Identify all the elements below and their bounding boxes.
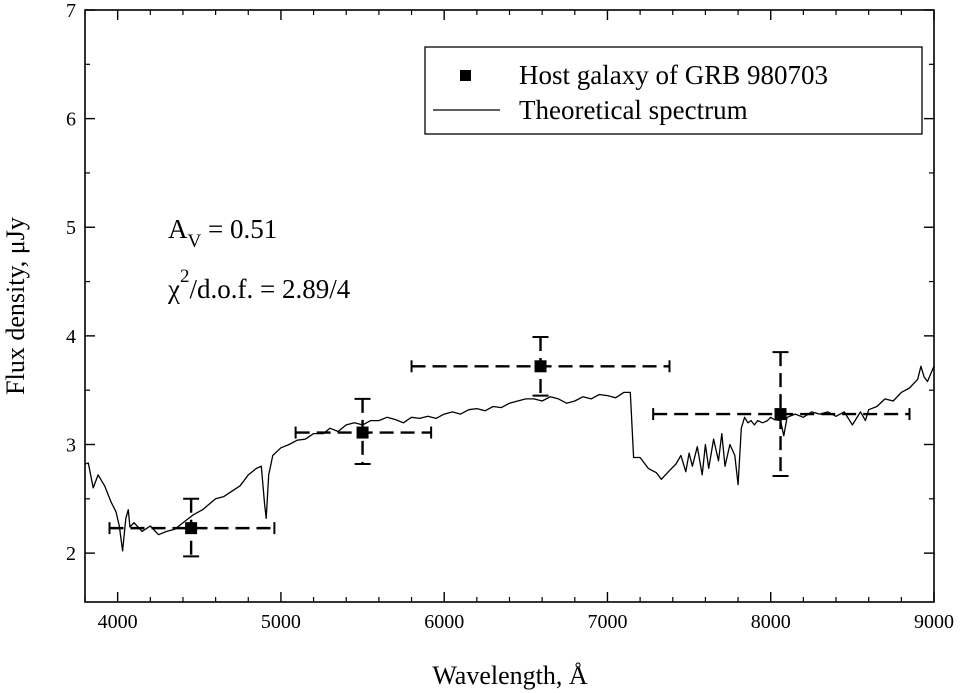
chi-square-annotation: χ2/d.o.f. = 2.89/4 [167,266,351,304]
x-tick-label: 7000 [587,611,627,633]
data-point [534,360,547,373]
plot-frame [84,9,935,603]
data-point [774,408,787,421]
y-tick-label: 5 [66,217,76,239]
y-tick-label: 4 [66,326,76,348]
annotation-chi-value: /d.o.f. = 2.89/4 [189,274,350,304]
x-tick-label: 9000 [914,611,954,633]
y-tick-label: 7 [66,0,76,22]
y-tick-label: 3 [66,434,76,456]
x-tick-label: 4000 [98,611,138,633]
annotation-av-value: = 0.51 [201,214,277,244]
annotation-chi-sup: 2 [180,266,190,287]
legend-marker-square [460,70,471,81]
extinction-annotation: AV = 0.51 [168,214,277,252]
y-tick-label: 6 [66,109,76,131]
annotation-chi-main: χ [167,274,180,304]
x-tick-label: 5000 [261,611,301,633]
legend-label-theoretical-spectrum: Theoretical spectrum [519,95,748,125]
legend-box [424,46,923,135]
x-tick-label: 8000 [751,611,791,633]
annotation-av-main: A [168,214,188,244]
y-axis-label: Flux density, μJy [1,217,30,395]
y-tick-label: 2 [66,543,76,565]
annotation-av-sub: V [188,231,202,252]
legend: Host galaxy of GRB 980703 Theoretical sp… [424,46,923,135]
x-axis-label: Wavelength, Å [432,661,588,690]
plot-data [84,335,935,558]
x-tick-label: 6000 [424,611,464,633]
data-point [185,522,198,535]
legend-label-host-galaxy: Host galaxy of GRB 980703 [519,60,828,90]
data-point [356,426,369,439]
theoretical-spectrum-line [84,365,935,552]
